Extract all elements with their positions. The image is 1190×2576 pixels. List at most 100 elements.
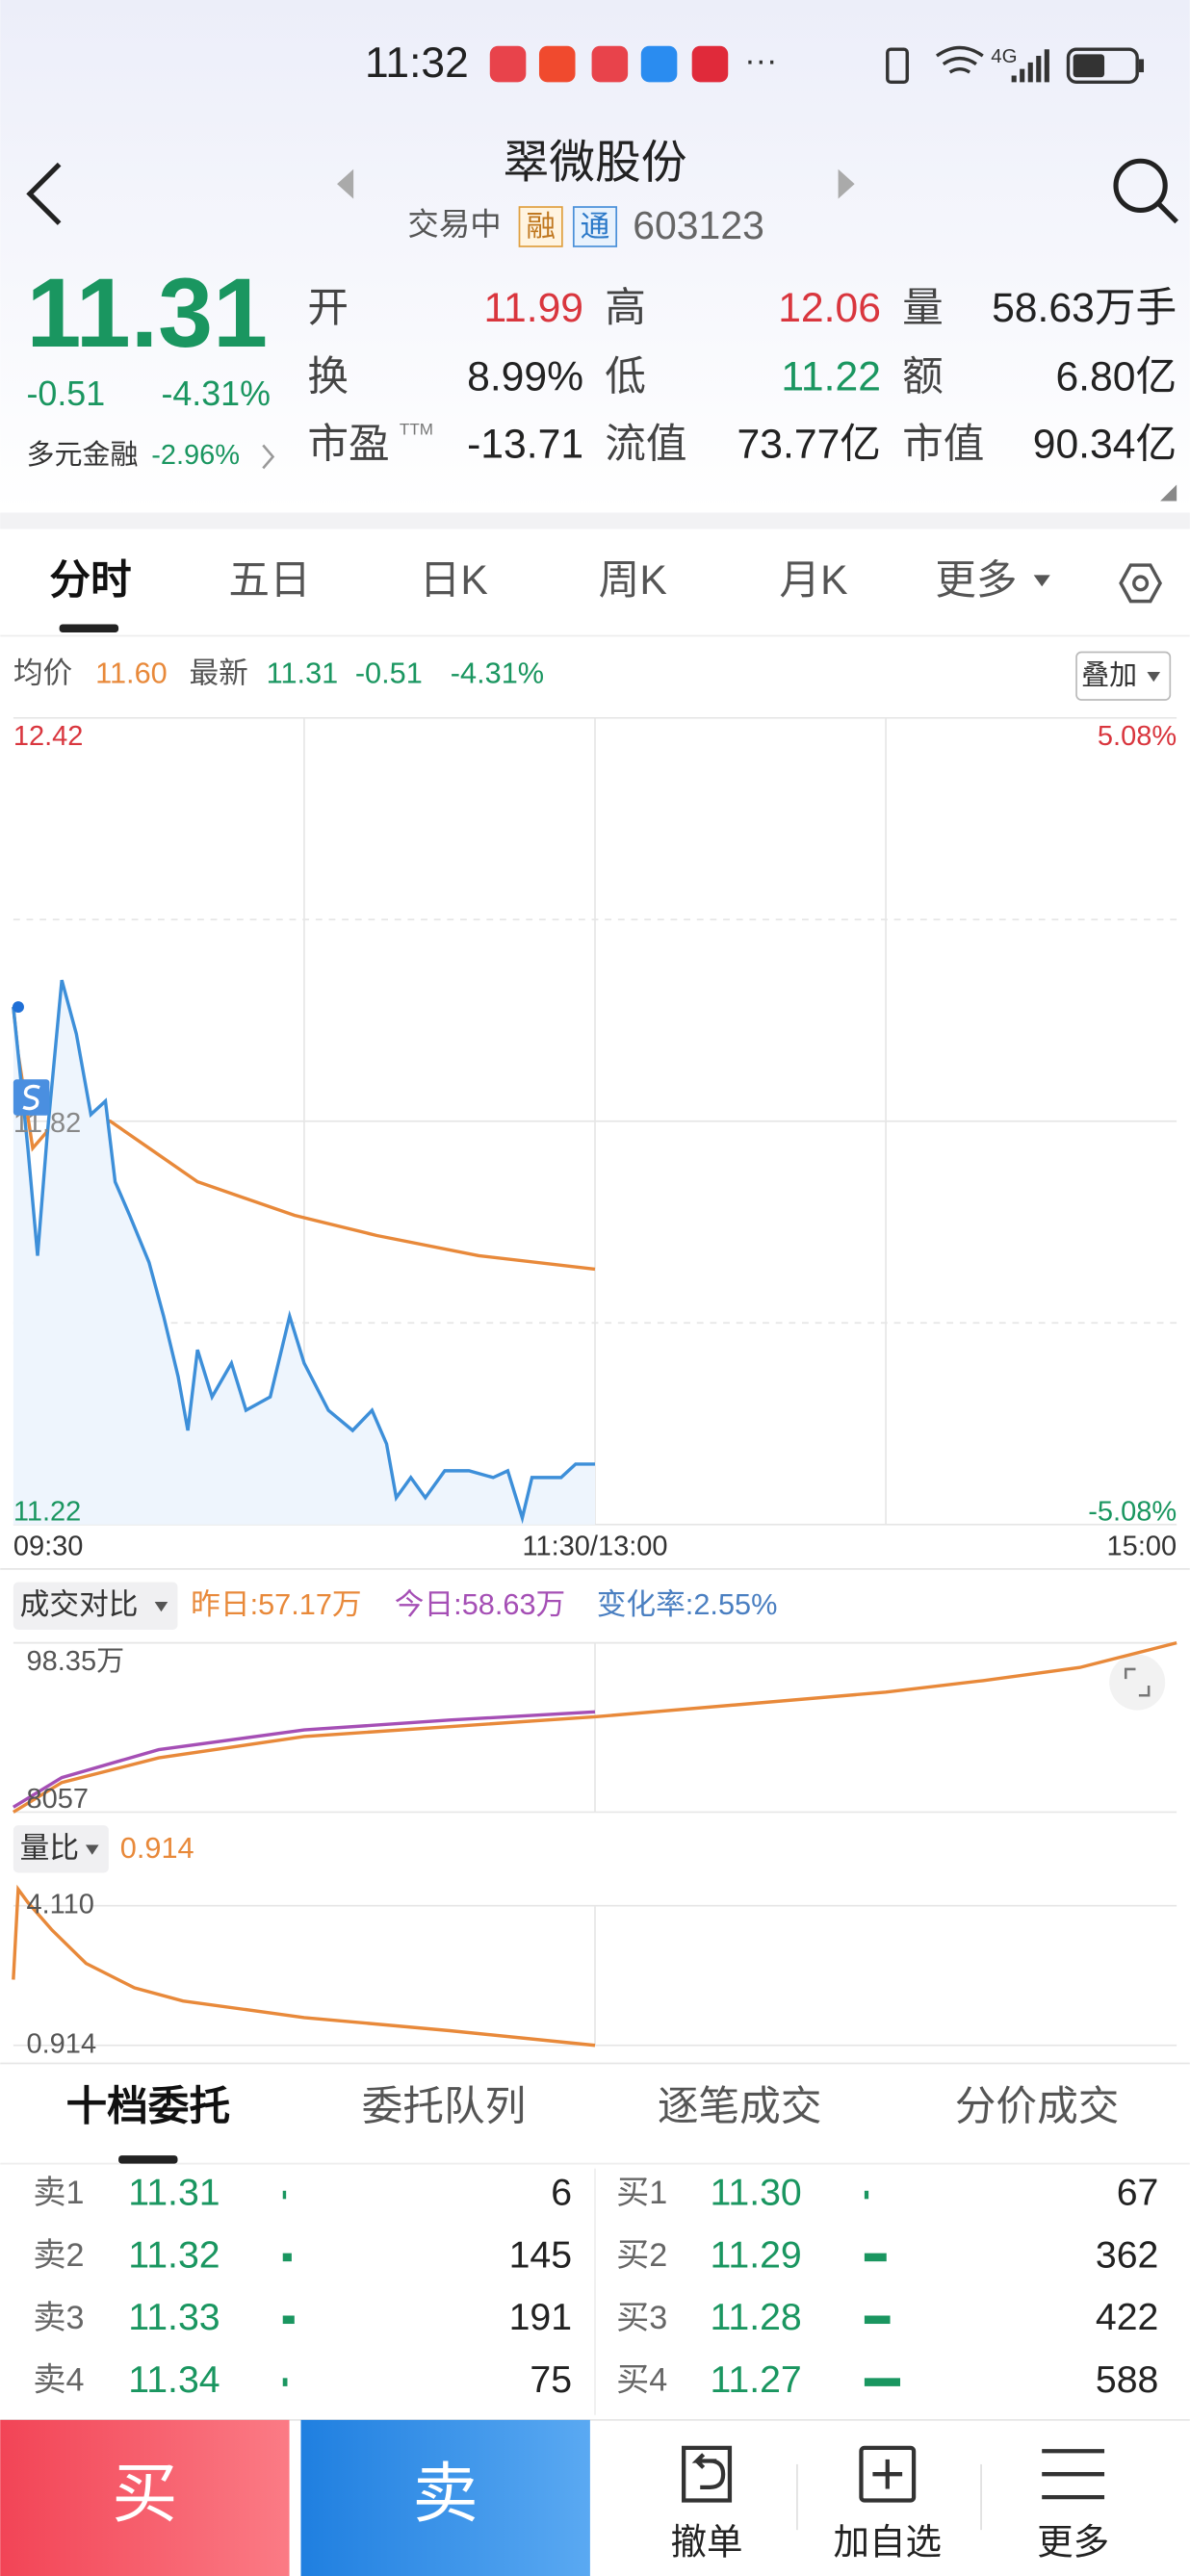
badge: 通 <box>581 209 610 243</box>
sell-button[interactable] <box>300 2419 590 2576</box>
series-line <box>12 1884 596 2048</box>
action-label[interactable]: 加自选 <box>833 2521 942 2562</box>
chart-tab[interactable]: 周K <box>599 557 667 604</box>
badge: 融 <box>526 209 556 243</box>
chart-tab[interactable]: 日K <box>420 557 488 604</box>
avg-price: 11.60 <box>95 657 168 690</box>
book-volume: 75 <box>530 2358 572 2401</box>
ratio-value: 0.914 <box>120 1831 194 1865</box>
book-volume: 422 <box>1096 2296 1159 2338</box>
field-label: 换 <box>307 353 349 399</box>
book-level: 卖3 <box>33 2300 84 2336</box>
back-button[interactable] <box>26 162 62 225</box>
next-stock[interactable] <box>838 168 855 199</box>
status-time: 11:32 <box>365 39 469 87</box>
book-level: 买2 <box>616 2237 667 2274</box>
legend-entry: 昨日:57.17万 <box>191 1587 361 1621</box>
action-label[interactable]: 更多 <box>1037 2521 1109 2562</box>
expand-button[interactable] <box>1109 1654 1166 1711</box>
book-price: 11.33 <box>128 2296 220 2338</box>
book-volume: 67 <box>1117 2171 1159 2213</box>
dropdown-arrow[interactable] <box>85 1844 99 1855</box>
book-volume-bar <box>864 2253 887 2262</box>
y-tick-label: 12.42 <box>13 721 84 752</box>
book-price: 11.31 <box>128 2171 220 2213</box>
dropdown-arrow[interactable] <box>1147 672 1161 683</box>
y2-tick-label: 5.08% <box>1098 721 1177 752</box>
book-level: 买1 <box>616 2175 667 2211</box>
avg-label: 均价 <box>13 657 72 690</box>
y-tick-label: 4.110 <box>27 1889 94 1919</box>
series-line <box>12 1006 596 1272</box>
book-level: 买3 <box>616 2300 667 2336</box>
expand-corner[interactable] <box>1160 484 1177 502</box>
series-line <box>12 1710 596 1809</box>
latest-label: 最新 <box>189 657 247 690</box>
price-change: -0.51 <box>27 374 106 413</box>
compare-title[interactable]: 成交对比 <box>20 1587 139 1621</box>
chart-tab[interactable]: 更多 <box>935 557 1017 604</box>
search-button[interactable] <box>1113 158 1178 224</box>
y-tick-label: 11.22 <box>13 1496 81 1527</box>
settings-button[interactable] <box>1119 563 1163 604</box>
field-value: 6.80亿 <box>1055 353 1177 399</box>
ttm-mark: TTM <box>400 421 433 439</box>
buy-button[interactable] <box>0 2419 290 2576</box>
action-label[interactable]: 撤单 <box>671 2521 743 2562</box>
price-change-pct: -4.31% <box>161 374 271 413</box>
book-volume-bar <box>282 2378 288 2386</box>
legend-entry: 今日:58.63万 <box>395 1587 565 1621</box>
book-tab[interactable]: 分价成交 <box>955 2084 1120 2130</box>
chart-tab[interactable]: 五日 <box>228 557 310 604</box>
book-level: 卖2 <box>33 2237 84 2274</box>
chart-tab[interactable]: 分时 <box>49 557 131 604</box>
book-volume-bar <box>282 2253 292 2262</box>
book-tab[interactable]: 十档委托 <box>65 2084 230 2130</box>
sector-arrow[interactable] <box>262 444 275 470</box>
field-value: 11.99 <box>483 285 583 331</box>
badge-box <box>518 206 563 247</box>
field-label: 市盈 <box>307 421 389 467</box>
buy-label[interactable]: 买 <box>112 2458 177 2531</box>
compare-selector[interactable] <box>13 1582 178 1630</box>
ratio-title[interactable]: 量比 <box>20 1831 79 1865</box>
sector-name[interactable]: 多元金融 <box>27 439 139 471</box>
overlay-button[interactable] <box>1075 651 1172 701</box>
dropdown-arrow[interactable] <box>1033 575 1050 587</box>
x-tick-label: 09:30 <box>13 1531 84 1561</box>
status-more: ··· <box>744 42 777 79</box>
latest-price: 11.31 <box>267 657 339 690</box>
latest-change: -0.51 <box>355 657 423 690</box>
y-tick-label: 0.914 <box>27 2028 97 2059</box>
book-volume: 362 <box>1096 2233 1159 2276</box>
sector-change[interactable]: -2.96% <box>151 440 240 471</box>
field-label: 市值 <box>902 421 984 467</box>
overlay-label[interactable]: 叠加 <box>1081 660 1137 691</box>
book-tab[interactable]: 逐笔成交 <box>658 2084 822 2130</box>
x-tick-label: 15:00 <box>1107 1531 1177 1561</box>
book-level: 卖1 <box>33 2175 84 2211</box>
chart-tab[interactable]: 月K <box>779 557 847 604</box>
expand-icon[interactable] <box>1124 1667 1151 1697</box>
y-tick-label: 98.35万 <box>27 1646 125 1677</box>
field-label: 量 <box>902 285 944 331</box>
field-value: -13.71 <box>467 421 583 467</box>
x-tick-label: 11:30/13:00 <box>522 1531 667 1561</box>
field-value: 8.99% <box>467 353 583 399</box>
book-level: 卖4 <box>33 2362 84 2399</box>
field-label: 高 <box>605 285 646 331</box>
book-price: 11.29 <box>710 2233 801 2276</box>
tab-underline <box>59 624 119 633</box>
ratio-selector[interactable] <box>13 1825 109 1873</box>
prev-stock[interactable] <box>337 168 354 199</box>
field-value: 90.34亿 <box>1033 421 1177 467</box>
dropdown-arrow[interactable] <box>154 1601 168 1612</box>
book-volume: 6 <box>551 2171 572 2213</box>
stock-name: 翠微股份 <box>503 138 686 189</box>
latest-change-pct: -4.31% <box>451 657 544 690</box>
book-tab[interactable]: 委托队列 <box>362 2084 527 2130</box>
settings-button[interactable] <box>1132 575 1150 592</box>
action-icons[interactable] <box>682 2445 1105 2503</box>
sell-label[interactable]: 卖 <box>413 2458 479 2531</box>
